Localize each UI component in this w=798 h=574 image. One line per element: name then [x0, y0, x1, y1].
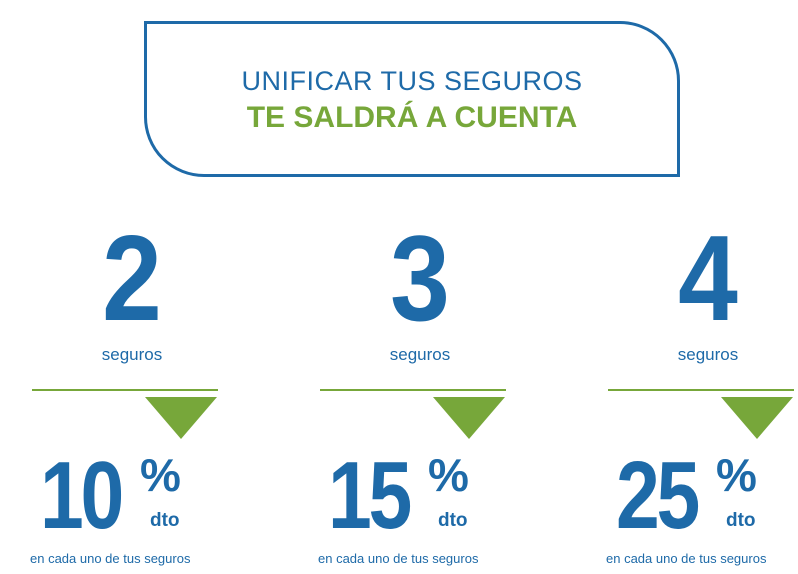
- divider-line: [608, 389, 794, 391]
- discount-unit: dto: [150, 510, 180, 531]
- discount-footnote: en cada uno de tus seguros: [606, 551, 767, 566]
- discount-footnote: en cada uno de tus seguros: [30, 551, 191, 566]
- percent-sign: %: [140, 449, 181, 501]
- divider-line: [320, 389, 506, 391]
- down-triangle-icon: [433, 397, 505, 439]
- down-triangle-icon: [145, 397, 217, 439]
- insurance-count: 2: [102, 210, 162, 346]
- down-triangle-icon: [721, 397, 793, 439]
- offer-column-4: 4 seguros 25 % dto en cada uno de tus se…: [606, 210, 798, 574]
- discount-percent: 10: [40, 442, 124, 549]
- headline-subtitle: TE SALDRÁ A CUENTA: [246, 101, 578, 134]
- insurance-count-label: seguros: [677, 345, 739, 364]
- offer-column-2: 2 seguros 10 % dto en cada uno de tus se…: [30, 210, 232, 574]
- percent-sign: %: [428, 449, 469, 501]
- discount-unit: dto: [438, 510, 468, 531]
- headline-box: UNIFICAR TUS SEGUROS TE SALDRÁ A CUENTA: [144, 21, 680, 177]
- discount-percent: 25: [616, 442, 700, 549]
- insurance-count: 3: [390, 210, 450, 346]
- offer-column-3: 3 seguros 15 % dto en cada uno de tus se…: [318, 210, 520, 574]
- discount-unit: dto: [726, 510, 756, 531]
- divider-line: [32, 389, 218, 391]
- insurance-count-label: seguros: [101, 345, 163, 364]
- insurance-count-label: seguros: [389, 345, 451, 364]
- discount-footnote: en cada uno de tus seguros: [318, 551, 479, 566]
- percent-sign: %: [716, 449, 757, 501]
- discount-percent: 15: [328, 442, 412, 549]
- insurance-count: 4: [678, 210, 738, 346]
- headline-title: UNIFICAR TUS SEGUROS: [241, 66, 583, 96]
